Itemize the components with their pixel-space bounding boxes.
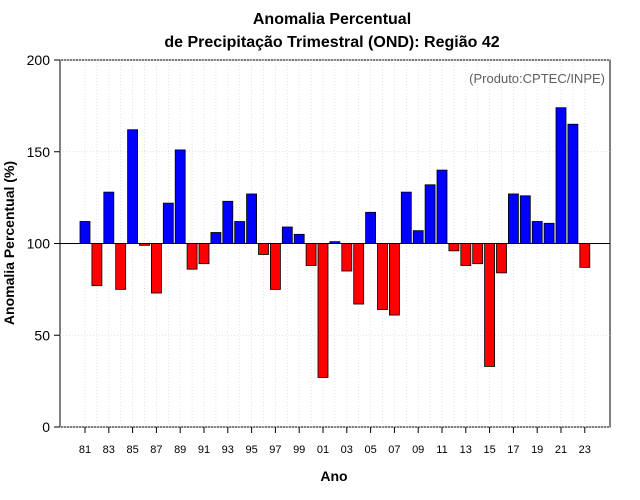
bar-23 xyxy=(579,243,591,268)
bar-14 xyxy=(472,243,484,265)
bar-17 xyxy=(507,193,519,244)
chart-title-line2: de Precipitação Trimestral (OND): Região… xyxy=(164,34,499,51)
x-tick-label: 23 xyxy=(579,444,591,456)
x-tick-label: 13 xyxy=(460,444,472,456)
bar-21 xyxy=(555,107,567,244)
x-tick-label: 89 xyxy=(174,444,186,456)
x-tick-label: 97 xyxy=(269,444,281,456)
x-tick-label: 87 xyxy=(150,444,162,456)
bar-10 xyxy=(424,184,436,244)
x-tick-label: 99 xyxy=(293,444,305,456)
bar-87 xyxy=(150,243,162,294)
bar-12 xyxy=(448,243,460,252)
bar-07 xyxy=(388,243,400,316)
x-axis-label: Ano xyxy=(320,468,347,484)
bar-82 xyxy=(91,243,103,287)
x-tick-label: 05 xyxy=(364,444,376,456)
x-tick-label: 01 xyxy=(317,444,329,456)
x-tick-label: 15 xyxy=(483,444,495,456)
bar-81 xyxy=(79,221,91,244)
chart-title-line1: Anomalia Percentual xyxy=(253,11,411,28)
bar-01 xyxy=(317,243,329,378)
x-tick-label: 95 xyxy=(245,444,257,456)
bar-88 xyxy=(162,202,174,244)
bar-89 xyxy=(174,149,186,244)
bar-04 xyxy=(353,243,365,305)
y-tick-label: 0 xyxy=(42,419,50,435)
x-axis: 81 83 85 87 89 91 93 95 97 99 01 03 05 07 09 11 13 15 17 19… xyxy=(79,427,591,456)
bar-94 xyxy=(234,221,246,244)
x-tick-label: 85 xyxy=(126,444,138,456)
bar-00 xyxy=(305,243,317,266)
bar-06 xyxy=(377,243,388,310)
bar-92 xyxy=(210,232,222,244)
x-tick-label: 03 xyxy=(341,444,353,456)
x-tick-label: 09 xyxy=(412,444,424,456)
bar-16 xyxy=(496,243,507,274)
bar-91 xyxy=(198,243,210,265)
bar-84 xyxy=(115,243,127,290)
x-tick-label: 07 xyxy=(388,444,400,456)
x-tick-label: 93 xyxy=(222,444,234,456)
bar-93 xyxy=(222,200,234,244)
bar-15 xyxy=(484,243,496,367)
source-note: (Produto:CPTEC/INPE) xyxy=(469,71,605,86)
x-tick-label: 19 xyxy=(531,444,543,456)
bar-09 xyxy=(412,230,424,244)
bar-05 xyxy=(365,211,377,244)
x-tick-label: 81 xyxy=(79,444,91,456)
y-tick-label: 100 xyxy=(27,236,51,252)
bar-22 xyxy=(567,123,579,244)
y-axis-label: Anomalia Percentual (%) xyxy=(1,161,17,325)
x-tick-label: 11 xyxy=(436,444,447,456)
y-tick-label: 200 xyxy=(27,52,51,68)
y-axis: 0 50 100 150 200 xyxy=(27,52,60,435)
bar-83 xyxy=(103,191,115,244)
bar-90 xyxy=(186,243,198,270)
y-tick-label: 150 xyxy=(27,144,51,160)
bars xyxy=(79,107,591,378)
x-tick-label: 17 xyxy=(507,444,519,456)
y-tick-label: 50 xyxy=(34,327,50,343)
x-tick-label: 21 xyxy=(555,444,567,456)
bar-98 xyxy=(281,226,293,244)
x-tick-label: 83 xyxy=(103,444,115,456)
bar-97 xyxy=(269,243,281,290)
bar-08 xyxy=(400,191,412,244)
bar-18 xyxy=(519,195,531,244)
bar-99 xyxy=(293,233,305,244)
bar-11 xyxy=(436,169,448,244)
x-tick-label: 91 xyxy=(198,444,210,456)
bar-95 xyxy=(246,193,258,244)
bar-96 xyxy=(258,243,269,255)
bar-85 xyxy=(127,129,138,244)
bar-13 xyxy=(460,243,472,266)
bar-19 xyxy=(531,221,543,244)
bar-20 xyxy=(543,222,555,244)
bar-03 xyxy=(341,243,353,272)
